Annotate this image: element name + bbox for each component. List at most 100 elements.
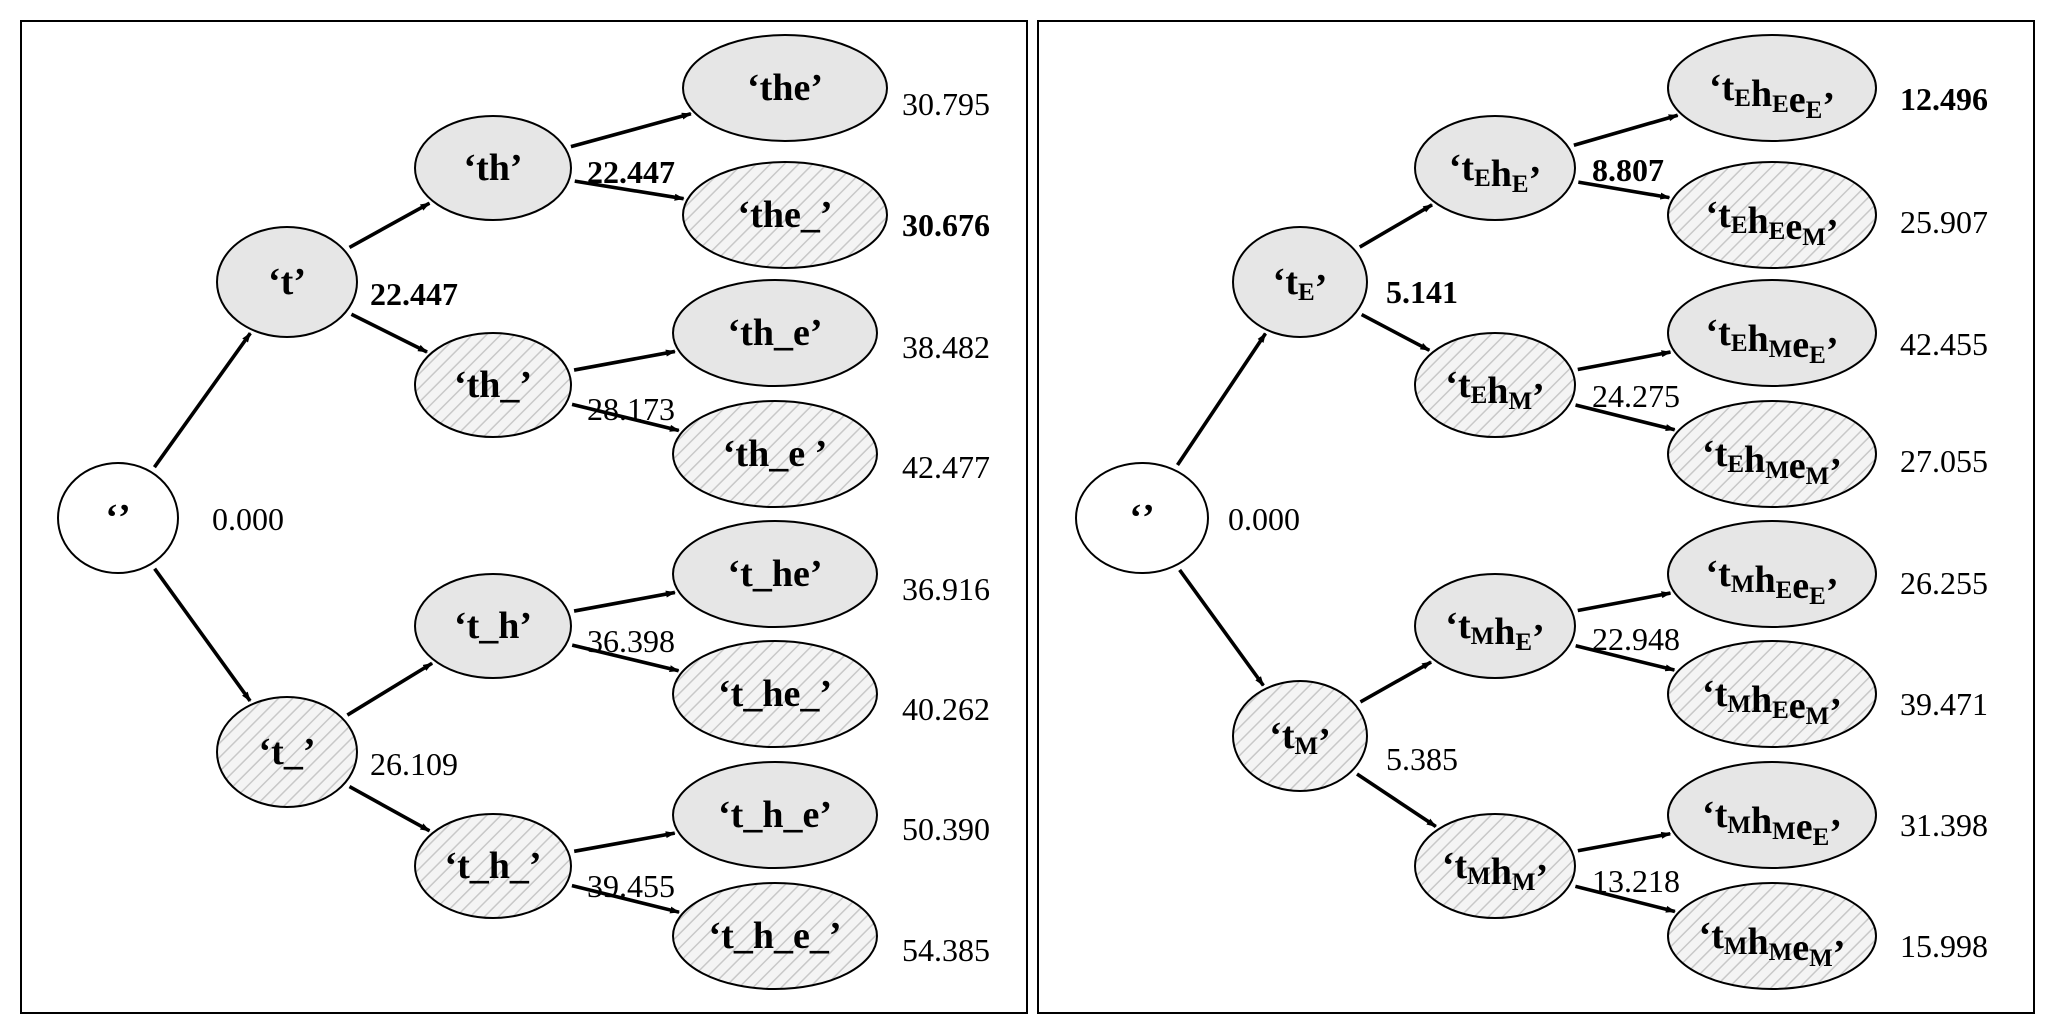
tree-node: ‘th_’ 28.173 bbox=[414, 332, 675, 438]
edge-arrow bbox=[573, 349, 676, 372]
node-label: ‘tMhM’ bbox=[1442, 845, 1548, 899]
root-node-shape bbox=[1075, 462, 1209, 574]
node-score: 13.218 bbox=[1592, 863, 1680, 899]
tree-node: ‘the’ 30.795 bbox=[682, 34, 990, 142]
node-score: 22.447 bbox=[587, 154, 675, 190]
hatched-node-shape bbox=[414, 813, 572, 919]
node-score: 5.141 bbox=[1386, 274, 1458, 310]
tree-node: ‘t_’ 26.109 bbox=[216, 696, 458, 808]
node-label: ‘tM’ bbox=[1269, 715, 1331, 763]
tree-node: ‘tEhMeE’ 42.455 bbox=[1667, 279, 1988, 387]
hatched-node-shape bbox=[216, 696, 358, 808]
edge-arrow bbox=[1577, 350, 1672, 372]
left-panel: ‘’ 0.000 ‘t’ 22.447 ‘t_’ 26.109 ‘th’ 22.447 ‘th_… bbox=[20, 20, 1028, 1014]
tree-node: ‘t_h’ 36.398 bbox=[414, 573, 675, 679]
tree-node: ‘t’ 22.447 bbox=[216, 226, 458, 338]
tree-node: ‘tEhMeM’ 27.055 bbox=[1667, 400, 1988, 508]
node-label: ‘tEhMeM’ bbox=[1702, 433, 1842, 493]
node-score: 30.676 bbox=[902, 207, 990, 243]
node-score: 54.385 bbox=[902, 932, 990, 968]
edge-arrow bbox=[152, 332, 252, 469]
edge-arrow bbox=[1575, 644, 1676, 672]
gray-node-shape bbox=[672, 520, 878, 628]
hatched-node-shape bbox=[1667, 161, 1877, 269]
left-panel-frame bbox=[20, 20, 1028, 1014]
node-label: ‘t’ bbox=[268, 261, 306, 303]
edge-arrow bbox=[1175, 332, 1268, 466]
node-label: ‘tEhM’ bbox=[1445, 364, 1544, 418]
edge-arrow bbox=[153, 567, 252, 702]
edge-arrow bbox=[573, 590, 676, 613]
node-score: 39.471 bbox=[1900, 686, 1988, 722]
tree-node: ‘tEhEeE’ 12.496 bbox=[1667, 34, 1988, 142]
node-score: 40.262 bbox=[902, 691, 990, 727]
node-label: ‘t_he_’ bbox=[718, 673, 832, 715]
node-score: 12.496 bbox=[1900, 81, 1988, 117]
tree-node: ‘tMhEeM’ 39.471 bbox=[1667, 640, 1988, 748]
hatched-node-shape bbox=[1667, 640, 1877, 748]
node-score: 42.477 bbox=[902, 449, 990, 485]
node-score: 28.173 bbox=[587, 391, 675, 427]
node-score: 39.455 bbox=[587, 868, 675, 904]
hatched-node-shape bbox=[1414, 332, 1576, 438]
node-score: 36.398 bbox=[587, 623, 675, 659]
node-score: 31.398 bbox=[1900, 807, 1988, 843]
hatched-node-shape bbox=[682, 161, 888, 269]
hatched-node-shape bbox=[1232, 680, 1368, 792]
node-score: 36.916 bbox=[902, 571, 990, 607]
hatched-node-shape bbox=[672, 640, 878, 748]
tree-node: ‘tM’ 5.385 bbox=[1232, 680, 1458, 792]
edge-arrow bbox=[350, 312, 428, 354]
edge-arrow bbox=[571, 643, 680, 673]
edge-arrow bbox=[1575, 403, 1676, 432]
tree-node: ‘tMhE’ 22.948 bbox=[1414, 573, 1680, 679]
node-label: ‘tMhE’ bbox=[1445, 605, 1544, 659]
tree-node: ‘t_he’ 36.916 bbox=[672, 520, 990, 628]
edge-arrow bbox=[346, 661, 434, 717]
tree-node: ‘t_h_’ 39.455 bbox=[414, 813, 675, 919]
gray-node-shape bbox=[414, 573, 572, 679]
node-label: ‘t_he’ bbox=[728, 553, 823, 595]
edge-arrow bbox=[1356, 772, 1437, 829]
node-score: 15.998 bbox=[1900, 928, 1988, 964]
tree-node: ‘tEhM’ 24.275 bbox=[1414, 332, 1680, 438]
edge-arrow bbox=[1358, 203, 1433, 249]
tree-node: ‘th’ 22.447 bbox=[414, 115, 675, 221]
edge-arrow bbox=[1573, 113, 1679, 147]
right-panel: ‘’ 0.000‘tE’ 5.141‘tM’ 5.385‘tEhE’ 8.807‘tEh… bbox=[1037, 20, 2035, 1014]
tree-node: ‘tMhM’ 13.218 bbox=[1414, 813, 1680, 919]
root-node: ‘’ 0.000 bbox=[1075, 462, 1300, 574]
node-score: 24.275 bbox=[1592, 378, 1680, 414]
gray-node-shape bbox=[672, 279, 878, 387]
root-score: 0.000 bbox=[212, 501, 284, 537]
tree-node: ‘the_’ 30.676 bbox=[682, 161, 990, 269]
edge-arrow bbox=[1577, 831, 1672, 853]
edge-arrow bbox=[570, 112, 692, 149]
node-label: ‘th_e’ bbox=[728, 312, 823, 354]
node-label: ‘t_h’ bbox=[454, 605, 532, 647]
hatched-node-shape bbox=[672, 400, 878, 508]
gray-node-shape bbox=[1232, 226, 1368, 338]
node-label: ‘th_’ bbox=[454, 364, 532, 406]
gray-node-shape bbox=[1414, 573, 1576, 679]
node-score: 27.055 bbox=[1900, 443, 1988, 479]
gray-node-shape bbox=[1667, 761, 1877, 869]
node-label: ‘tMhEeM’ bbox=[1702, 673, 1842, 733]
node-label: ‘the’ bbox=[747, 67, 823, 109]
edge-arrow bbox=[348, 201, 431, 249]
node-score: 26.255 bbox=[1900, 565, 1988, 601]
node-label: ‘tEhEeE’ bbox=[1709, 67, 1835, 127]
gray-node-shape bbox=[216, 226, 358, 338]
gray-node-shape bbox=[682, 34, 888, 142]
node-label: ‘tE’ bbox=[1273, 261, 1328, 309]
node-label: ‘th_e ’ bbox=[723, 433, 827, 475]
right-panel-frame bbox=[1037, 20, 2035, 1014]
tree-node: ‘th_e’ 38.482 bbox=[672, 279, 990, 387]
tree-node: ‘tE’ 5.141 bbox=[1232, 226, 1458, 338]
hatched-node-shape bbox=[1667, 400, 1877, 508]
node-score: 22.948 bbox=[1592, 621, 1680, 657]
node-label: ‘tMhMeE’ bbox=[1702, 794, 1842, 854]
gray-node-shape bbox=[672, 761, 878, 869]
node-score: 26.109 bbox=[370, 746, 458, 782]
hatched-node-shape bbox=[414, 332, 572, 438]
